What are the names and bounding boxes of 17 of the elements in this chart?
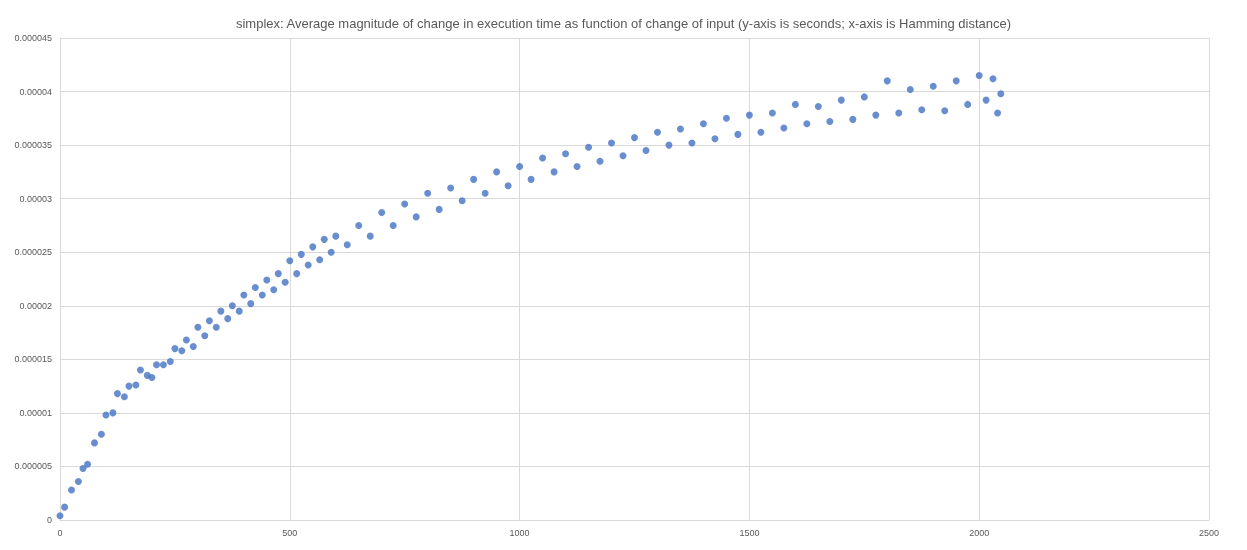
y-tick-label: 0.00004 <box>19 86 52 97</box>
y-tick-label: 0.000035 <box>14 140 52 151</box>
x-tick-label: 2500 <box>1198 527 1220 538</box>
chart-title: simplex: Average magnitude of change in execution time as function of change of input (y-axis is seconds; x-axis is Hamming distance) <box>235 16 1012 31</box>
y-tick-label: 0.00001 <box>19 407 52 418</box>
x-tick-label: 500 <box>282 527 298 538</box>
x-tick-label: 2000 <box>969 527 990 538</box>
y-tick-label: 0.000045 <box>14 33 52 43</box>
x-tick-label: 0 <box>57 527 63 538</box>
y-tick-label: 0 <box>46 515 52 525</box>
y-tick-label: 0.00002 <box>19 300 52 311</box>
y-tick-label: 0.000025 <box>14 247 52 258</box>
x-tick-label: 1000 <box>509 527 530 538</box>
y-tick-label: 0.00003 <box>19 193 52 204</box>
y-tick-label: 0.000005 <box>14 461 52 472</box>
x-tick-label: 1500 <box>739 527 760 538</box>
y-tick-label: 0.000015 <box>14 354 52 365</box>
